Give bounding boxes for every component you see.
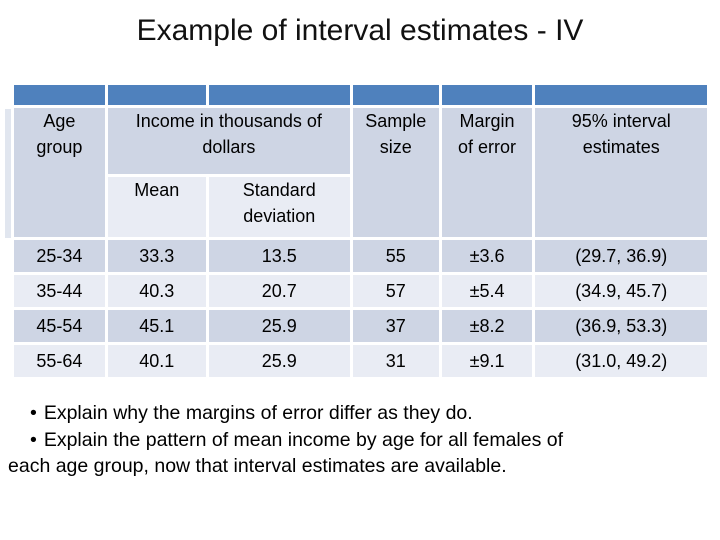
cell-mean: 40.1 xyxy=(107,345,206,377)
banner-cell xyxy=(441,85,533,105)
table-row: 55-64 40.1 25.9 31 ±9.1 (31.0, 49.2) xyxy=(14,345,707,377)
note-text: Explain why the margins of error differ … xyxy=(43,402,473,424)
cell-margin-of-error: ±5.4 xyxy=(441,275,533,307)
table-banner-row xyxy=(14,85,707,105)
cell-interval: (29.7, 36.9) xyxy=(535,240,707,272)
header-sample-size: Sample size xyxy=(352,108,439,237)
header-mean: Mean xyxy=(107,177,206,237)
banner-cell xyxy=(14,85,105,105)
cell-sd: 20.7 xyxy=(208,275,350,307)
cell-interval: (34.9, 45.7) xyxy=(535,275,707,307)
cell-interval: (31.0, 49.2) xyxy=(535,345,707,377)
table-subheader-row: Mean Standard deviation xyxy=(14,177,707,237)
slide-notes: • Explain why the margins of error differ… xyxy=(8,400,712,480)
header-std-deviation: Standard deviation xyxy=(208,177,350,237)
cell-sample-size: 55 xyxy=(352,240,439,272)
header-interval-estimates: 95% interval estimates xyxy=(535,108,707,237)
cell-sd: 25.9 xyxy=(208,345,350,377)
cell-mean: 45.1 xyxy=(107,310,206,342)
table-row: 25-34 33.3 13.5 55 ±3.6 (29.7, 36.9) xyxy=(14,240,707,272)
note-text: each age group, now that interval estima… xyxy=(8,455,507,477)
statistics-table: Age group Income in thousands of dollars… xyxy=(11,82,710,380)
slide-title: Example of interval estimates - IV xyxy=(136,14,584,47)
cell-sd: 25.9 xyxy=(208,310,350,342)
cell-sample-size: 57 xyxy=(352,275,439,307)
cell-age: 55-64 xyxy=(14,345,105,377)
header-margin-of-error: Margin of error xyxy=(441,108,533,237)
header-income-group: Income in thousands of dollars xyxy=(107,108,350,174)
bullet-icon: • xyxy=(30,402,37,424)
cell-interval: (36.9, 53.3) xyxy=(535,310,707,342)
cell-age: 45-54 xyxy=(14,310,105,342)
banner-cell xyxy=(107,85,206,105)
cell-mean: 40.3 xyxy=(107,275,206,307)
cell-age: 35-44 xyxy=(14,275,105,307)
banner-cell xyxy=(352,85,439,105)
cell-age: 25-34 xyxy=(14,240,105,272)
cell-mean: 33.3 xyxy=(107,240,206,272)
header-age-group: Age group xyxy=(14,108,105,237)
banner-cell xyxy=(208,85,350,105)
table-left-spacer-column xyxy=(5,109,13,238)
table-header-row: Age group Income in thousands of dollars… xyxy=(14,108,707,237)
bullet-icon: • xyxy=(30,428,37,451)
cell-sample-size: 31 xyxy=(352,345,439,377)
note-text: Explain the pattern of mean income by ag… xyxy=(43,428,564,451)
note-bullet-line: • Explain the pattern of mean income by a… xyxy=(8,427,712,454)
note-wrap-line: each age group, now that interval estima… xyxy=(8,453,712,480)
banner-cell xyxy=(535,85,707,105)
cell-margin-of-error: ±9.1 xyxy=(441,345,533,377)
table-row: 45-54 45.1 25.9 37 ±8.2 (36.9, 53.3) xyxy=(14,310,707,342)
cell-margin-of-error: ±8.2 xyxy=(441,310,533,342)
table-row: 35-44 40.3 20.7 57 ±5.4 (34.9, 45.7) xyxy=(14,275,707,307)
cell-sample-size: 37 xyxy=(352,310,439,342)
cell-margin-of-error: ±3.6 xyxy=(441,240,533,272)
cell-sd: 13.5 xyxy=(208,240,350,272)
note-bullet-line: • Explain why the margins of error differ… xyxy=(8,400,712,427)
